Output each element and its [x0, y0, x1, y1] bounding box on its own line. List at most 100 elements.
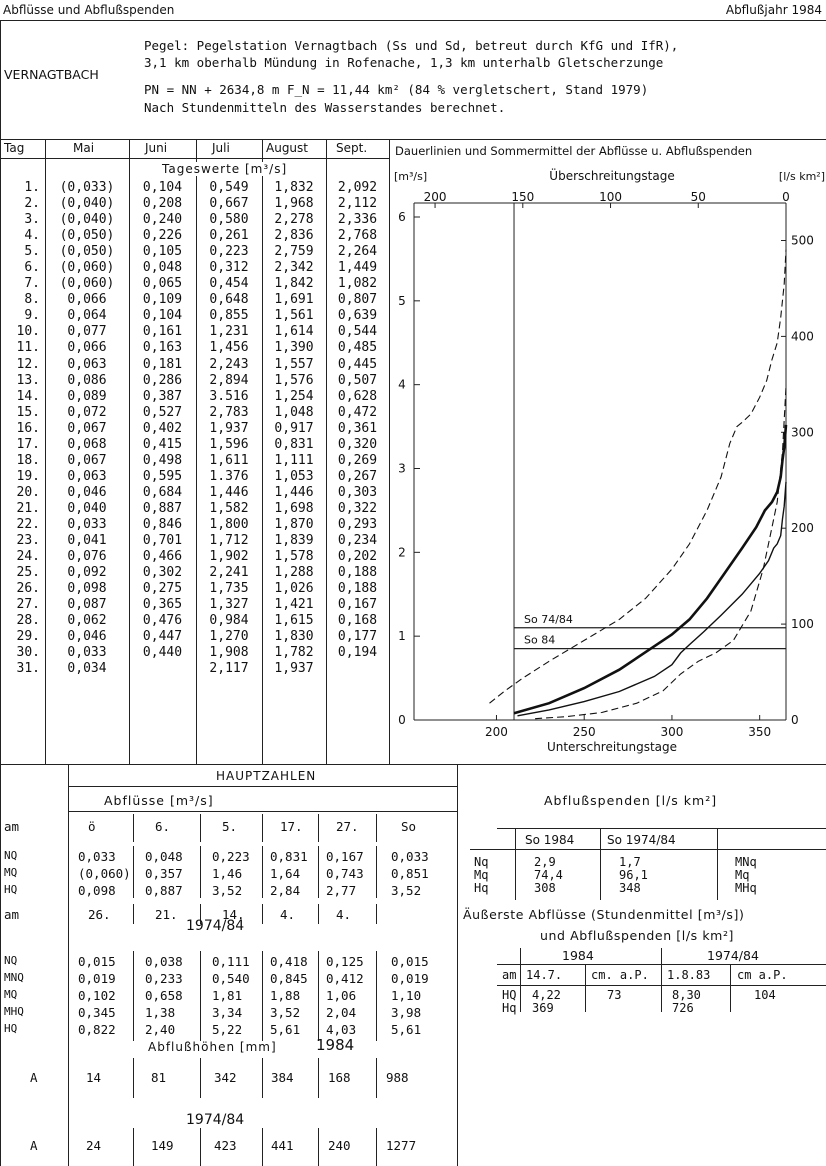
value-cell: 0,223 [209, 244, 249, 260]
value-cell: 0,447 [142, 629, 183, 645]
value-cell: 1,615 [274, 613, 314, 629]
value-cell: 0,387 [142, 388, 183, 404]
bottom-tick-label: 200 [485, 725, 508, 739]
reference-line-label: So 84 [524, 634, 555, 647]
day-cell: 7. [24, 276, 40, 292]
haupt-value: 0,015 [78, 954, 116, 969]
spenden-value: 96,1 [619, 868, 648, 882]
value-cell: 0,208 [142, 196, 183, 212]
value-cell: 0,440 [142, 645, 183, 661]
pegel-line-2: 3,1 km oberhalb Mündung in Rofenache, 1,… [144, 55, 664, 70]
value-cell: 1,735 [209, 581, 249, 597]
haupt-value: 0,845 [270, 971, 308, 986]
value-cell: 1,902 [209, 549, 249, 565]
value-cell: 0,445 [337, 356, 378, 372]
value-cell: 0,098 [67, 581, 107, 597]
table-row: 3. (0,040) 0,240 0,580 2,278 2,336 [0, 212, 389, 228]
spenden-title: Abflußspenden [l/s km²] [544, 793, 718, 808]
haupt-value: 5,22 [212, 1022, 243, 1037]
value-cell: 1,832 [274, 180, 314, 195]
bottom-tick-label: 300 [660, 725, 683, 739]
value-cell: 0,667 [209, 196, 249, 212]
value-cell: 0,104 [142, 180, 183, 195]
haupt-value: 0,418 [270, 954, 308, 969]
haupt-value: 0,019 [78, 971, 116, 986]
value-cell: 0,089 [67, 388, 107, 404]
spenden-row-label: Hq [474, 881, 489, 895]
value-cell: 0,807 [337, 292, 378, 308]
table-row: 30. 0,033 0,440 1,908 1,782 0,194 [0, 645, 389, 661]
table-row: 2. (0,040) 0,208 0,667 1,968 2,112 [0, 196, 389, 212]
value-cell: 2,836 [274, 228, 314, 244]
extreme-am-4: cm a.P. [737, 968, 788, 982]
day-cell: 27. [16, 597, 40, 613]
a-value-1984: 14 [86, 1070, 102, 1085]
day-cell: 10. [16, 324, 40, 340]
chart-title: Dauerlinien und Sommermittel der Abflüss… [395, 144, 753, 158]
value-cell: 0,917 [274, 420, 314, 436]
a-value-7484: 149 [151, 1138, 174, 1153]
page-year: Abflußjahr 1984 [725, 3, 822, 17]
value-cell: (0,040) [59, 196, 115, 212]
value-cell: 1,698 [274, 500, 314, 516]
table-row: 10. 0,077 0,161 1,231 1,614 0,544 [0, 324, 389, 340]
value-cell: 1,596 [209, 436, 249, 452]
extreme-title-2: und Abflußspenden [l/s km²] [540, 928, 735, 943]
value-cell: 1,082 [337, 276, 378, 292]
value-cell: 1,327 [209, 597, 249, 613]
value-cell: 0,498 [142, 452, 183, 468]
series-line-3 [489, 249, 787, 704]
value-cell: 1,026 [274, 581, 314, 597]
pegel-line-1: Pegel: Pegelstation Vernagtbach (Ss und … [144, 38, 679, 53]
haupt-value: 0,357 [145, 866, 183, 881]
haupt-value: 2,77 [326, 883, 357, 898]
value-cell: 1,842 [274, 276, 314, 292]
spenden-row-label: Mq [735, 868, 750, 882]
value-cell: 1,449 [337, 260, 378, 276]
a-value-1984: 81 [151, 1070, 167, 1085]
left-tick-label: 4 [398, 378, 406, 392]
series-line-4 [535, 386, 787, 720]
value-cell: 2,759 [274, 244, 314, 260]
value-cell: 0,984 [209, 613, 249, 629]
table-row: 23. 0,041 0,701 1,712 1,839 0,234 [0, 533, 389, 549]
value-cell: 2,241 [209, 565, 249, 581]
station-name: VERNAGTBACH [4, 67, 99, 82]
haupt-row-label: NQ [4, 849, 18, 862]
haupt-value: 0,019 [391, 971, 429, 986]
table-row: 6. (0,060) 0,048 0,312 2,342 1,449 [0, 260, 389, 276]
value-cell: 1,053 [274, 468, 314, 484]
day-cell: 16. [16, 420, 40, 436]
day-cell: 14. [16, 388, 40, 404]
haupt-col-header: 5. [222, 819, 238, 834]
day-cell: 8. [24, 292, 40, 308]
haupt-value: 3,52 [212, 883, 243, 898]
value-cell: 0,476 [142, 613, 183, 629]
value-cell: 1,111 [274, 452, 314, 468]
a-value-7484: 423 [214, 1138, 237, 1153]
table-row: 15. 0,072 0,527 2,783 1,048 0,472 [0, 405, 389, 421]
value-cell: 0,269 [337, 452, 378, 468]
extreme-am-label: am [502, 968, 517, 982]
value-cell: 0,163 [142, 340, 183, 356]
value-cell: 1,908 [209, 645, 249, 661]
table-row: 31. 0,034 2,117 1,937 [0, 661, 389, 677]
a-value-1984: 384 [271, 1070, 294, 1085]
value-cell: 2,264 [337, 244, 378, 260]
haupt-row-label: MNQ [4, 971, 24, 984]
haupt-value: 1,38 [145, 1005, 176, 1020]
day-cell: 6. [24, 260, 40, 276]
day-cell: 30. [16, 645, 40, 661]
haupt-subtitle: Abflüsse [m³/s] [104, 793, 214, 808]
table-row: 18. 0,067 0,498 1,611 1,111 0,269 [0, 453, 389, 469]
left-axis-label: [m³/s] [394, 170, 427, 183]
haupt-value: 0,038 [145, 954, 183, 969]
value-cell: 3.516 [209, 388, 249, 404]
value-cell: 1,557 [274, 356, 314, 372]
day-cell: 24. [16, 549, 40, 565]
day-cell: 23. [16, 533, 40, 549]
value-cell: 1,288 [274, 565, 314, 581]
extreme-title-1: Äußerste Abflüsse (Stundenmittel [m³/s]) [463, 907, 745, 922]
table-row: 28. 0,062 0,476 0,984 1,615 0,168 [0, 613, 389, 629]
